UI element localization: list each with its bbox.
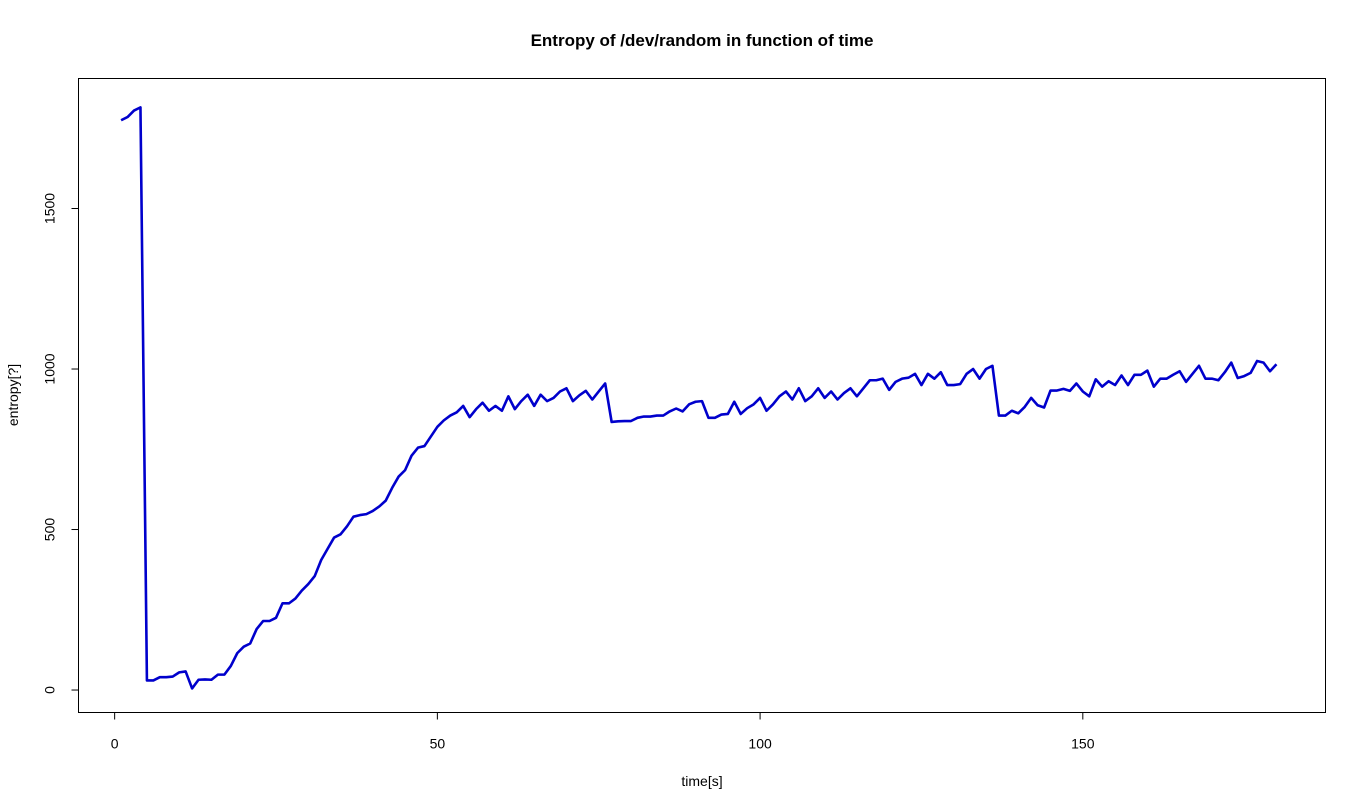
x-tick-label: 0 [111,736,119,752]
series-layer [120,106,1278,690]
x-tick-label: 150 [1071,736,1095,752]
x-axis: 0 50 100 150 [111,712,1095,752]
x-axis-label: time[s] [681,773,722,789]
y-tick-label: 500 [42,518,58,542]
y-tick-label: 1000 [42,353,58,384]
y-tick-label: 1500 [42,193,58,224]
series-line [120,106,1278,690]
x-tick-label: 50 [430,736,446,752]
y-tick-label: 0 [42,686,58,694]
x-tick-label: 100 [748,736,772,752]
chart-title: Entropy of /dev/random in function of ti… [531,31,874,50]
y-axis: 0 500 1000 1500 [42,193,79,694]
plot-frame [78,78,1326,713]
y-axis-label: entropy[?] [5,364,21,426]
